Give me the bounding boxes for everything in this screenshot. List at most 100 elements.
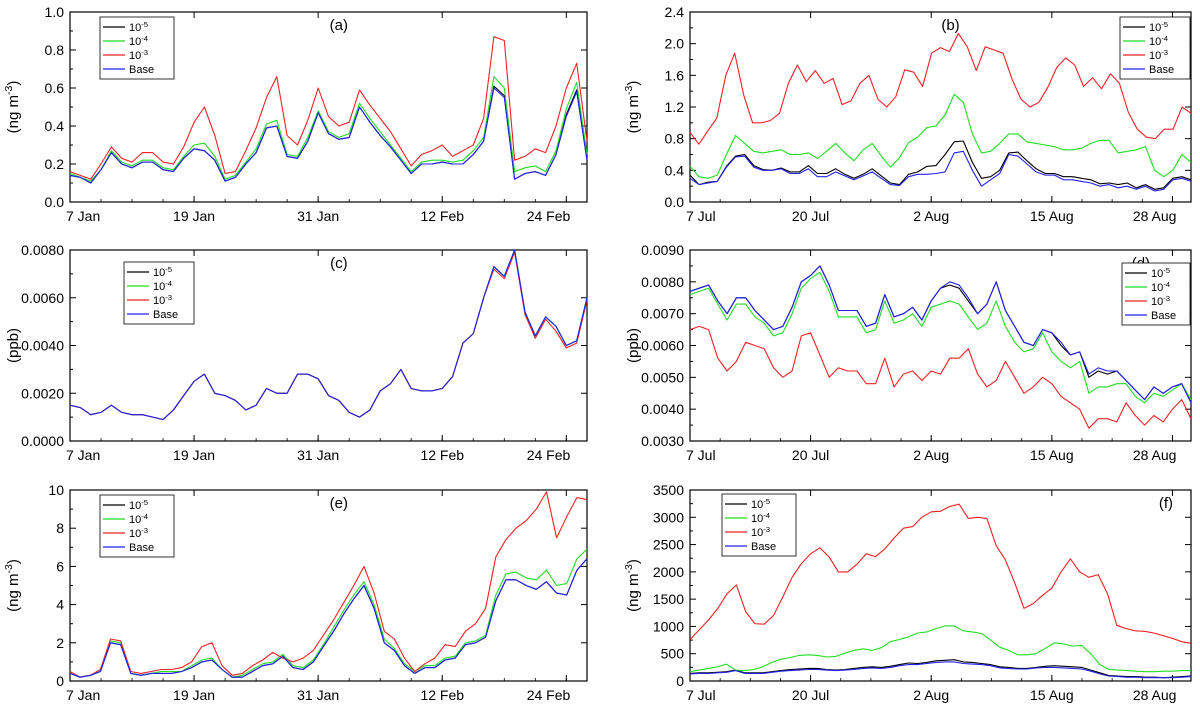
x-tick-label: 28 Aug [1133,687,1177,703]
y-axis-label: (ng m-3) [3,559,22,612]
legend-label: 10-5 [1149,20,1168,35]
series-line-Base [689,265,1192,404]
x-tick-label: 31 Jan [297,447,339,463]
y-tick-label: 0.0060 [21,290,64,306]
y-tick-label: 0.0 [665,194,685,210]
y-tick-label: 1.0 [45,4,65,20]
y-axis-label: (ppb) [625,328,642,363]
panel-label: (c) [330,255,348,272]
legend-label: 10-5 [129,20,148,35]
x-tick-label: 2 Aug [913,687,949,703]
legend-label: 10-3 [129,48,148,63]
y-tick-label: 1.2 [665,99,685,115]
y-axis-label: (ng m-3) [623,81,642,134]
x-tick-label: 20 Jul [792,447,829,463]
x-tick-label: 7 Jan [66,447,100,463]
legend-label: 10-5 [129,498,148,513]
legend-label: Base [129,542,154,554]
y-tick-label: 8 [56,520,64,536]
plot-frame [689,11,1192,203]
x-tick-label: 15 Aug [1030,208,1074,224]
legend-label: 10-4 [129,512,149,527]
legend-label: Base [129,64,154,76]
legend-label: 10-3 [1149,48,1168,63]
series-line-10-3 [69,36,588,180]
panel-4: 0 2 4 6 8 10 7 Jan 19 Jan 31 Jan 12 Feb 24 Feb (ng … [3,482,588,703]
panel-label: (e) [330,495,348,512]
x-tick-label: 12 Feb [420,687,464,703]
series-line-10-3 [689,503,1192,644]
y-tick-label: 1.6 [665,67,685,83]
y-tick-label: 0 [676,673,684,689]
series-line-10-4 [689,271,1192,404]
x-tick-label: 7 Jul [686,687,716,703]
x-tick-label: 19 Jan [173,687,215,703]
x-tick-label: 20 Jul [792,687,829,703]
y-tick-label: 500 [661,646,685,662]
series-line-10-3 [69,491,588,678]
panel-5: 0 500 1000 1500 2000 2500 3000 3500 7 Jul 20 Jul 2… [623,482,1192,703]
x-tick-label: 2 Aug [913,447,949,463]
series-line-Base [69,249,588,421]
y-tick-label: 0.0040 [21,338,64,354]
y-tick-label: 0.0080 [641,274,684,290]
x-tick-label: 7 Jan [66,687,100,703]
y-tick-label: 2.0 [665,36,685,52]
y-tick-label: 0.8 [665,131,685,147]
x-tick-label: 24 Feb [527,447,571,463]
y-tick-label: 1000 [653,618,684,634]
panel-1: 0.0 0.4 0.8 1.2 1.6 2.0 2.4 7 Jul 20 Jul 2 Aug 15 … [623,4,1192,224]
series-line-Base [69,87,588,184]
y-tick-label: 0.0050 [641,369,684,385]
series-line-10-4 [689,93,1192,179]
legend-label: 10-5 [751,497,770,512]
y-tick-label: 0.2 [45,156,65,172]
legend-label: Base [1149,64,1174,76]
x-tick-label: 15 Aug [1030,687,1074,703]
series-line-10-4 [69,548,588,678]
x-tick-label: 24 Feb [527,687,571,703]
legend-label: Base [153,309,178,321]
y-tick-label: 0.0060 [641,338,684,354]
series-line-Base [689,661,1192,679]
y-tick-label: 0 [56,673,64,689]
y-tick-label: 2.4 [665,4,685,20]
x-tick-label: 7 Jan [66,208,100,224]
y-tick-label: 2000 [653,564,684,580]
x-tick-label: 12 Feb [420,208,464,224]
legend-label: 10-4 [1151,280,1171,295]
legend-label: 10-3 [751,525,770,540]
y-tick-label: 0.0040 [641,401,684,417]
series-line-10-4 [69,76,588,182]
series-line-10-3 [689,32,1192,145]
y-tick-label: 0.0080 [21,242,64,258]
x-tick-label: 15 Aug [1030,447,1074,463]
y-tick-label: 0.0 [45,194,65,210]
x-tick-label: 28 Aug [1133,208,1177,224]
y-tick-label: 0.4 [45,118,65,134]
plot-frame [689,249,1192,442]
series-line-Base [69,558,588,678]
x-tick-label: 19 Jan [173,208,215,224]
x-tick-label: 20 Jul [792,208,829,224]
y-tick-label: 4 [56,597,64,613]
legend-label: Base [751,541,776,553]
legend-label: 10-3 [153,293,172,308]
panel-0: 0.0 0.2 0.4 0.6 0.8 1.0 7 Jan 19 Jan 31 Jan 12 Fe… [3,4,588,224]
y-tick-label: 10 [48,482,64,498]
panel-label: (b) [941,17,959,34]
x-tick-label: 31 Jan [297,687,339,703]
panel-3: 0.0030 0.0040 0.0050 0.0060 0.0070 0.0080 0.00… [625,242,1192,463]
legend-label: 10-5 [153,265,172,280]
panel-label: (f) [1159,495,1173,512]
panel-2: 0.0000 0.0020 0.0040 0.0060 0.0080 7 Jan 19 Ja… [5,242,588,463]
series-line-Base [689,150,1192,192]
series-line-10-5 [69,558,588,678]
x-tick-label: 19 Jan [173,447,215,463]
y-tick-label: 0.0030 [641,433,684,449]
x-tick-label: 7 Jul [686,208,716,224]
y-tick-label: 0.0020 [21,385,64,401]
panel-label: (a) [330,17,348,34]
